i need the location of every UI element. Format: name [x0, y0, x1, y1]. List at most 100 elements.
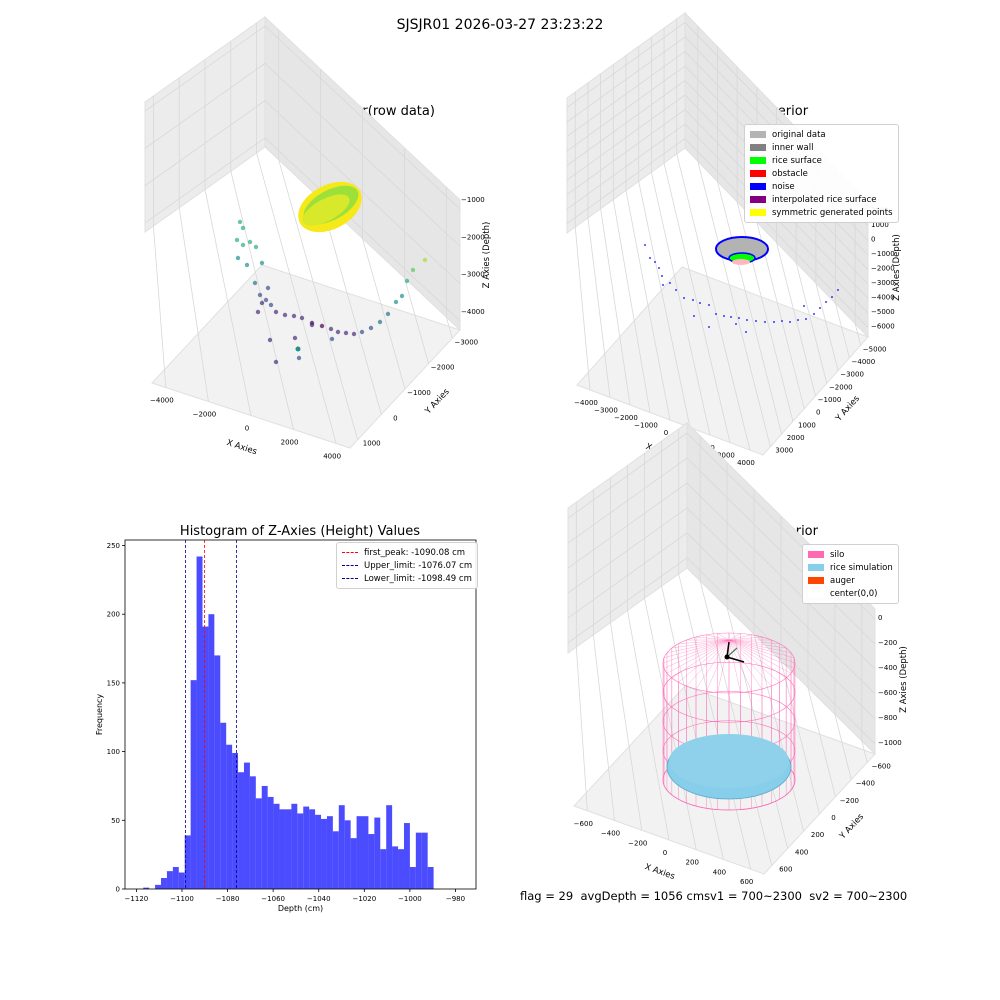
plot2-noise-point — [658, 267, 660, 269]
plot1-x-tick-label: −4000 — [150, 397, 174, 405]
plot3-histogram-bar — [249, 776, 256, 889]
plot1-data-point — [259, 300, 265, 306]
plot3-y-tick-label: 50 — [111, 817, 120, 825]
plot4-grid-line — [753, 634, 804, 832]
legend-item: auger — [808, 574, 893, 587]
plot1-x-tick-label: 2000 — [281, 438, 299, 446]
plot4-legend: silo rice simulation auger center(0,0) — [802, 544, 899, 604]
plot2-grid-line — [566, 123, 869, 314]
plot1-grid-line — [445, 317, 453, 339]
plot4-silo-ring — [662, 661, 796, 723]
plot1-data-point — [292, 335, 298, 341]
plot1-x-axis-label: X Axies — [225, 438, 258, 457]
plot2-noise-point — [683, 297, 685, 299]
plot2-legend: original data inner wall rice surface ob… — [744, 124, 899, 223]
plot3-histogram-bar — [374, 817, 381, 889]
plot4-axis-marker — [726, 656, 745, 663]
plot2-y-tick-label: 0 — [816, 409, 820, 417]
plot2-y-tick-label: 1000 — [798, 421, 816, 429]
plot4-silo-roof-wire — [728, 639, 780, 644]
legend-label: inner wall — [772, 142, 814, 153]
plot2-grid-line — [795, 262, 828, 384]
legend-label: Lower_limit: -1098.49 cm — [364, 573, 472, 584]
plot1-data-point — [351, 331, 357, 337]
plot2-z-tick-label: −6000 — [871, 323, 895, 331]
plot3-histogram-bar — [321, 818, 327, 889]
plot3-axes-frame — [124, 539, 477, 890]
plot3-histogram-bar — [297, 813, 304, 889]
plot4-silo-roof-wire — [678, 639, 730, 644]
plot1-grid-line — [144, 100, 461, 284]
plot2-grid-line — [566, 108, 869, 299]
plot3-histogram-bar — [232, 752, 239, 889]
plot1-data-point — [295, 346, 301, 352]
plot2-noise-point — [730, 316, 732, 318]
legend-label: auger — [830, 575, 855, 586]
plot4-silo-roof-wire — [663, 639, 730, 658]
plot2-z-tick-label: −5000 — [871, 308, 895, 316]
legend-swatch — [750, 170, 766, 177]
plot1-grid-line — [153, 226, 167, 388]
avg-depth-text: avgDepth = 1056 cm — [580, 889, 705, 903]
plot1-data-point — [319, 323, 325, 329]
plot4-silo-roof-wire — [695, 636, 730, 641]
legend-swatch — [750, 196, 766, 203]
legend-swatch — [808, 564, 824, 571]
plot3-histogram-bar — [415, 832, 422, 889]
plot3-histogram-bar — [380, 849, 387, 889]
plot4-x-tick-label: 0 — [663, 849, 667, 857]
legend-line — [342, 552, 358, 553]
plot1-data-point — [385, 311, 391, 317]
plot2-grid-line — [612, 199, 651, 413]
plot3-x-tick-label: −1000 — [398, 895, 422, 903]
plot3-histogram-bar — [214, 655, 221, 889]
plot3-histogram-bar — [427, 867, 434, 889]
plot2-y-tick-label: 3000 — [775, 447, 793, 455]
legend-label: rice simulation — [830, 562, 893, 573]
plot1-grid-line — [320, 199, 382, 415]
plot1-data-point — [335, 329, 341, 335]
plot1-data-point — [368, 325, 374, 331]
legend-item: interpolated rice surface — [750, 193, 893, 206]
plot2-noise-point — [715, 313, 717, 315]
plot4-y-tick-label: 0 — [831, 814, 835, 822]
plot4-y-tick-label: 400 — [795, 848, 808, 856]
plot3-histogram-bar — [338, 805, 345, 889]
plot3-y-tick-label: 100 — [107, 748, 120, 756]
plot2-noise-point — [693, 315, 695, 317]
plot1-data-point — [253, 244, 259, 250]
legend-item: obstacle — [750, 167, 893, 180]
plot2-grid-line — [625, 190, 671, 421]
plot2-grid-line — [697, 161, 771, 447]
plot4-3d-axes: −600−400−20002004006006004002000−200−400… — [567, 421, 909, 886]
plot1-y-tick-label: 0 — [393, 414, 397, 422]
plot3-histogram-bar — [315, 814, 322, 889]
plot3-histogram-bar — [273, 803, 280, 889]
plot1-grid-line — [362, 238, 406, 390]
plot2-floor-pane — [576, 266, 869, 456]
plot1-x-tick-label: 4000 — [323, 452, 341, 460]
plot1-data-point — [265, 285, 271, 291]
plot4-grid-line — [567, 482, 876, 670]
plot2-grid-line — [663, 162, 731, 443]
plot2-y-tick-label: −2000 — [829, 383, 853, 391]
plot3-histogram-bar — [178, 872, 185, 889]
plot1-data-point — [240, 225, 246, 231]
plot3-histogram-bar — [279, 809, 286, 889]
plot2-noise-point — [819, 307, 821, 309]
plot1-y-tick-label: −3000 — [454, 338, 478, 346]
plot1-grid-line — [178, 207, 209, 402]
plot3-x-axis-label: Depth (cm) — [278, 904, 323, 913]
plot2-noise-point — [837, 289, 839, 291]
plot2-noise-point — [692, 299, 694, 301]
plot2-grid-line — [717, 181, 783, 435]
plot2-interpolated-surface — [732, 259, 750, 265]
plot4-axis-marker — [726, 641, 730, 658]
plot4-silo-roof-wire — [728, 639, 795, 658]
plot4-grid-line — [575, 647, 588, 811]
plot3-legend: first_peak: -1090.08 cm Upper_limit: -10… — [336, 542, 479, 589]
legend-label: Upper_limit: -1076.07 cm — [364, 560, 473, 571]
plot1-data-point — [257, 292, 263, 298]
plot1-data-point — [291, 313, 297, 319]
